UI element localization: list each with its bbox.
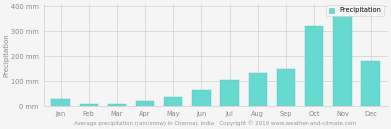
Bar bbox=[305, 26, 323, 106]
Bar bbox=[108, 104, 126, 106]
Bar bbox=[333, 12, 352, 106]
X-axis label: Average precipitation (rain/snow) in Chennai, India   Copyright © 2019 www.weath: Average precipitation (rain/snow) in Che… bbox=[74, 120, 357, 126]
Bar bbox=[51, 99, 70, 106]
Bar bbox=[249, 73, 267, 106]
Bar bbox=[361, 61, 380, 106]
Bar bbox=[79, 104, 98, 106]
Y-axis label: Precipitation: Precipitation bbox=[4, 33, 9, 77]
Bar bbox=[164, 97, 183, 106]
Bar bbox=[136, 101, 154, 106]
Legend: Precipitation: Precipitation bbox=[326, 5, 384, 16]
Bar bbox=[221, 80, 239, 106]
Bar bbox=[277, 69, 295, 106]
Bar bbox=[192, 90, 211, 106]
